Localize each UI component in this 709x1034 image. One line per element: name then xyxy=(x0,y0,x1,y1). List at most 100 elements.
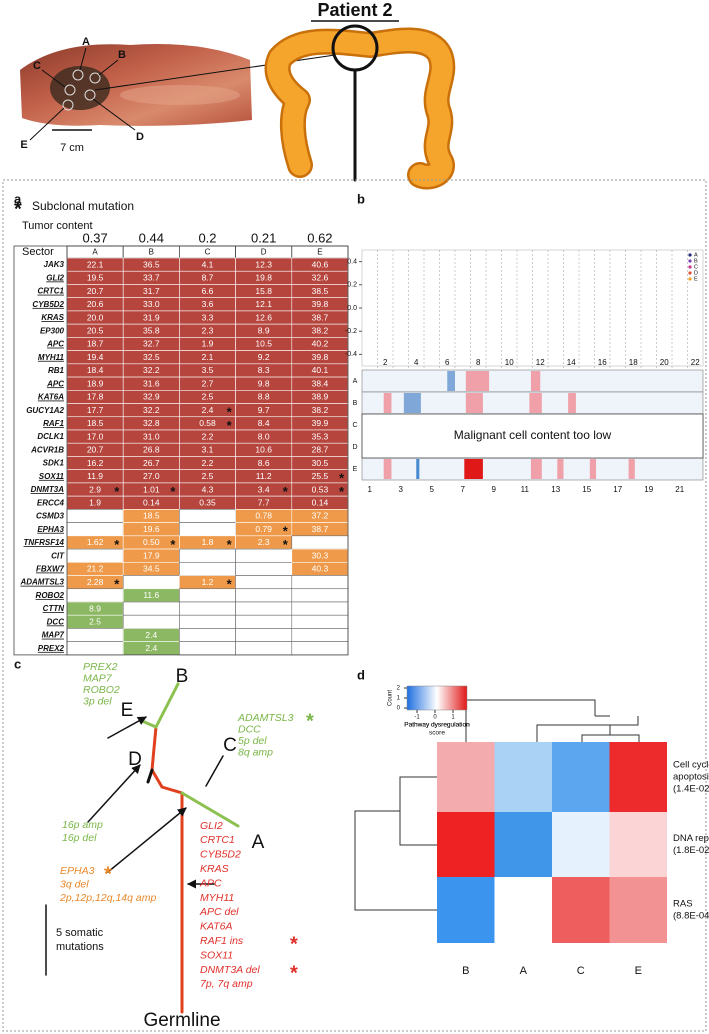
gene-label: CIT xyxy=(51,551,65,560)
sector-label: B xyxy=(149,248,154,257)
gene-label: GLI2 xyxy=(46,273,64,282)
x-tick-label: 1 xyxy=(451,715,455,721)
tree-annotation: DCC xyxy=(238,723,261,735)
tree-annotation: SOX11 xyxy=(200,949,233,961)
gene-label: ADAMTSL3 xyxy=(19,578,64,587)
cell-value: 3.1 xyxy=(202,445,214,455)
cnv-segment xyxy=(530,371,541,391)
cell-value: 2.1 xyxy=(202,352,214,362)
tumor-content: 0.2 xyxy=(198,230,216,245)
gene-label: APC xyxy=(46,379,64,388)
dendrogram xyxy=(354,699,640,911)
panel-label: a xyxy=(14,191,22,206)
cnv-segment xyxy=(529,393,542,413)
subclonal-star: * xyxy=(227,418,233,433)
cell-value: 38.5 xyxy=(312,286,329,296)
sector-label: D xyxy=(261,248,267,257)
chromosome-label: 17 xyxy=(613,485,622,494)
cnv-row-label: B xyxy=(353,400,358,407)
y-tick-label: -0.2 xyxy=(345,328,357,335)
gene-label: KAT6A xyxy=(38,393,64,402)
cell xyxy=(179,601,236,616)
cell xyxy=(66,588,124,603)
y-tick-label: 0.4 xyxy=(347,258,357,265)
tree-annotation: APC del xyxy=(199,906,239,918)
cell-value: 28.7 xyxy=(312,445,329,455)
subclonal-star: * xyxy=(170,537,176,552)
cell-value: 18.5 xyxy=(87,418,104,428)
legend-marker xyxy=(688,277,692,281)
cell-value: 40.3 xyxy=(312,564,329,574)
tree-node: D xyxy=(128,749,142,770)
tumor-content: 0.62 xyxy=(307,230,332,245)
cell-value: 39.8 xyxy=(312,299,329,309)
gene-label: RB1 xyxy=(48,366,65,375)
legend-marker xyxy=(688,271,692,275)
cell-value: 0.79 xyxy=(255,524,272,534)
cell-value: 3.3 xyxy=(202,312,214,322)
photo-label: C xyxy=(33,60,41,72)
sector-label: E xyxy=(317,248,322,257)
gene-label: FBXW7 xyxy=(36,565,65,574)
column-label: A xyxy=(520,965,528,977)
legend-marker xyxy=(688,253,692,257)
legend-label: B xyxy=(694,258,698,264)
cell-value: 40.6 xyxy=(312,259,329,269)
chromosome-label: 14 xyxy=(567,358,576,367)
cell-value: 7.7 xyxy=(258,498,270,508)
cell-value: 8.0 xyxy=(258,431,270,441)
tree-annotation: 5p del xyxy=(238,735,267,747)
cell-value: 17.9 xyxy=(143,550,160,560)
table-frame xyxy=(13,245,349,656)
cell-value: 0.58 xyxy=(199,418,216,428)
tree-node: E xyxy=(121,700,134,721)
heatmap-cell xyxy=(437,812,495,877)
cnv-segment xyxy=(464,459,483,479)
column-label: B xyxy=(462,965,469,977)
cell xyxy=(291,535,349,550)
gene-label: ERCC4 xyxy=(37,498,65,507)
gene-label: MYH11 xyxy=(38,353,65,362)
cell-value: 19.6 xyxy=(143,524,160,534)
x-tick-label: 0 xyxy=(433,715,437,721)
y-tick-label: -0.4 xyxy=(345,351,357,358)
cell-value: 3.5 xyxy=(202,365,214,375)
cell-value: 32.2 xyxy=(143,365,160,375)
legend-text: Subclonal mutation xyxy=(32,199,134,213)
subclonal-star: * xyxy=(306,710,314,732)
cell-value: 31.0 xyxy=(143,431,160,441)
cell-value: 12.3 xyxy=(255,259,272,269)
cell-value: 32.8 xyxy=(143,418,160,428)
cnv-blank xyxy=(361,413,704,459)
cell-value: 38.4 xyxy=(312,378,329,388)
subclonal-star: * xyxy=(339,484,345,499)
cell-value: 38.7 xyxy=(312,312,329,322)
cell-value: 2.3 xyxy=(258,537,270,547)
cell-value: 37.2 xyxy=(312,511,329,521)
cell xyxy=(179,588,236,603)
cell-value: 8.7 xyxy=(202,273,214,283)
cell xyxy=(66,548,124,563)
cell-value: 32.7 xyxy=(143,339,160,349)
cell-value: 33.0 xyxy=(143,299,160,309)
cell-value: 2.5 xyxy=(89,617,101,627)
cell-value: 33.7 xyxy=(143,273,160,283)
tree-annotation: GLI2 xyxy=(200,820,223,832)
tree-annotation: 7p, 7q amp xyxy=(200,978,253,990)
cnv-segment xyxy=(568,393,576,413)
tree-annotation: 3p del xyxy=(83,695,112,707)
cell-value: 17.8 xyxy=(87,392,104,402)
row-label: apoptosis xyxy=(673,772,709,783)
cell-value: 2.2 xyxy=(202,431,214,441)
subclonal-star: * xyxy=(283,484,289,499)
gene-label: EP300 xyxy=(40,326,65,335)
cell-value: 0.14 xyxy=(312,498,329,508)
cell xyxy=(179,509,236,523)
chromosome-label: 5 xyxy=(430,485,435,494)
legend-label: A xyxy=(694,252,698,258)
cnv-segment xyxy=(403,393,421,413)
tree-annotation: CRTC1 xyxy=(200,834,235,846)
tree-annotation: 2p,12p,12q,14q amp xyxy=(59,892,156,904)
cnv-row-label: A xyxy=(353,378,358,385)
